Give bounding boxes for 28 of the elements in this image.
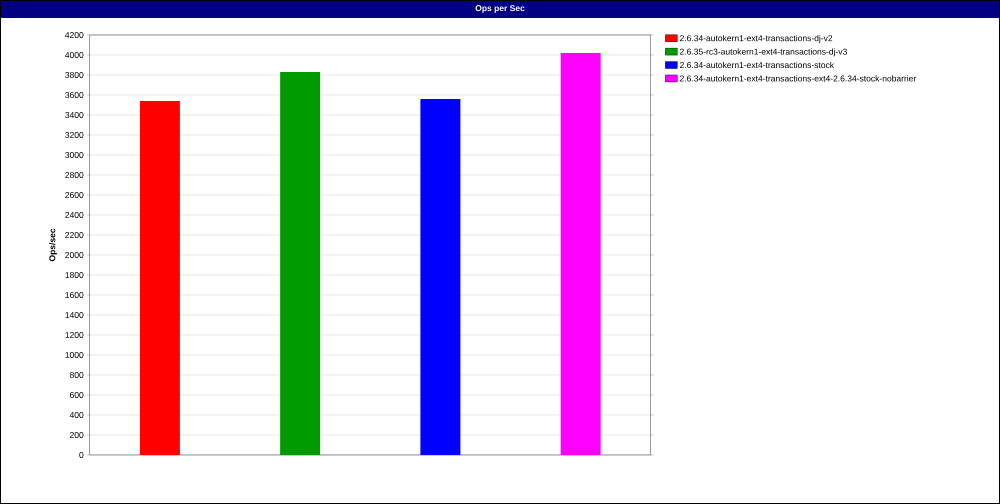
y-tick-label: 0 [79,452,84,458]
legend-label: 2.6.35-rc3-autokern1-ext4-transactions-dj-v3 [680,48,847,56]
y-tick-label: 1200 [65,332,84,338]
y-tick-label: 1400 [65,312,84,318]
y-tick-label: 1800 [65,272,84,278]
y-tick-label: 200 [70,432,84,438]
y-tick-label: 1000 [65,352,84,358]
y-axis-title: Ops/sec [49,228,57,262]
legend-label: 2.6.34-autokern1-ext4-transactions-dj-v2 [680,34,832,43]
y-tick-label: 3000 [65,152,84,158]
y-tick-label: 4000 [65,52,84,58]
chart-title: Ops per Sec [476,5,525,13]
y-tick-label: 2000 [65,252,84,258]
y-tick-label: 1600 [65,292,84,298]
y-tick-label: 400 [70,412,84,418]
y-tick-label: 4200 [65,32,84,38]
y-tick-label: 3800 [65,72,84,78]
y-tick-label: 3400 [65,112,84,118]
y-tick-label: 2200 [65,232,84,238]
y-tick-label: 600 [70,392,84,398]
y-tick-label: 2400 [65,212,84,218]
y-tick-label: 2800 [65,172,84,178]
y-tick-label: 800 [70,372,84,378]
legend-label: 2.6.34-autokern1-ext4-transactions-stock [680,62,834,68]
legend-label: 2.6.34-autokern1-ext4-transactions-ext4-2.6.34-stock-nobarrier [680,75,916,82]
y-tick-label: 3600 [65,92,84,98]
y-tick-label: 2600 [65,192,84,198]
y-tick-label: 3200 [65,132,84,138]
